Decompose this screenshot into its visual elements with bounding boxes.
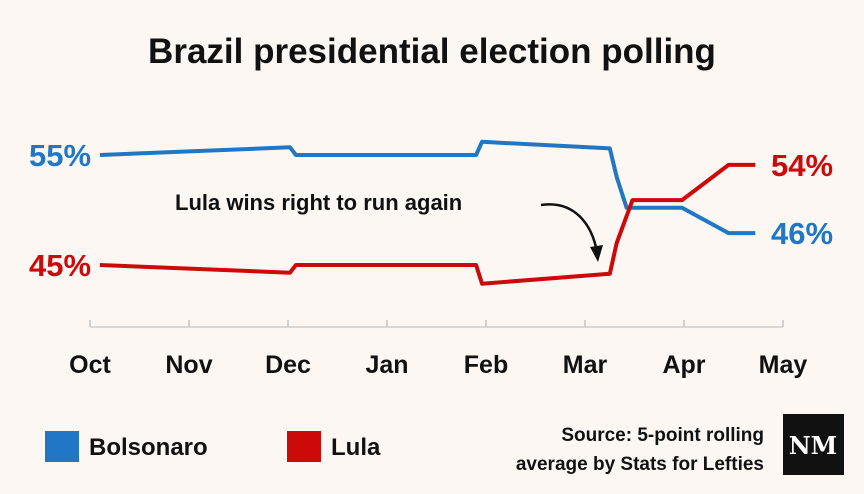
x-axis: Oct Nov Dec Jan Feb Mar Apr May [69, 320, 807, 379]
x-tick-label: May [759, 351, 808, 379]
legend-label-lula: Lula [331, 434, 381, 461]
legend-swatch-lula [287, 431, 321, 462]
end-label-lula: 54% [771, 148, 833, 183]
logo-background [783, 414, 844, 475]
legend-swatch-bolsonaro [45, 431, 79, 462]
annotation-arrow [540, 203, 599, 253]
x-tick-label: Apr [662, 351, 705, 379]
legend-label-bolsonaro: Bolsonaro [89, 434, 208, 461]
x-tick-label: Dec [265, 351, 311, 379]
brand-logo: NM [783, 414, 844, 475]
source-line-1: Source: 5-point rolling [561, 425, 764, 446]
start-label-lula: 45% [29, 248, 91, 283]
annotation-arrowhead [590, 245, 603, 262]
end-label-bolsonaro: 46% [771, 216, 833, 251]
annotation: Lula wins right to run again [175, 190, 603, 262]
end-labels: 55% 46% 45% 54% [29, 138, 833, 283]
x-tick-label: Mar [563, 351, 608, 379]
series-line-lula [99, 162, 756, 286]
source-line-2: average by Stats for Lefties [516, 454, 764, 475]
chart-title: Brazil presidential election polling [148, 32, 716, 71]
series-line-bolsonaro [99, 139, 756, 236]
source-note: Source: 5-point rolling average by Stats… [516, 425, 764, 475]
logo-text: NM [789, 431, 838, 460]
x-tick-label: Nov [165, 351, 212, 379]
x-tick-label: Oct [69, 351, 111, 379]
x-tick-label: Feb [464, 351, 508, 379]
annotation-text: Lula wins right to run again [175, 190, 462, 215]
start-label-bolsonaro: 55% [29, 138, 91, 173]
x-tick-label: Jan [365, 351, 408, 379]
legend: Bolsonaro Lula [45, 431, 381, 462]
series-lines [99, 139, 756, 286]
